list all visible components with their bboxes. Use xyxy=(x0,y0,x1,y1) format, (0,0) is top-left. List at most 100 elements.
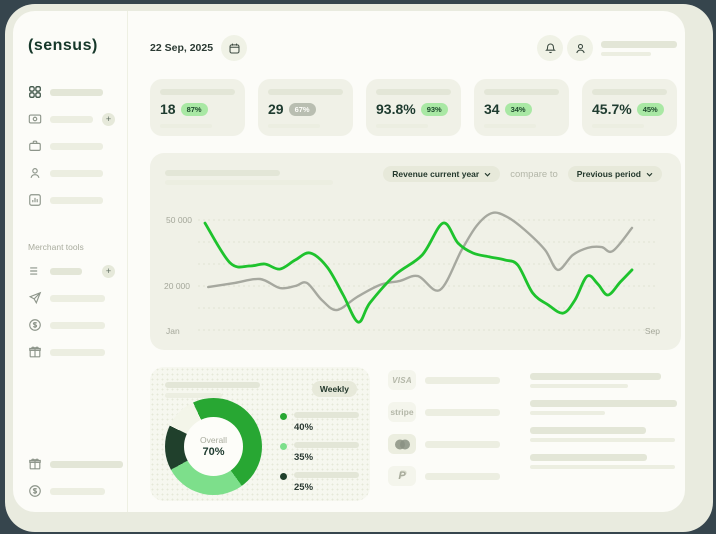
sidebar-item-rewards[interactable] xyxy=(28,345,127,359)
sidebar-item-billing[interactable] xyxy=(28,484,127,498)
stripe-logo: stripe xyxy=(388,402,416,422)
chart-title-placeholder xyxy=(165,170,333,185)
sidebar-item-dashboard[interactable] xyxy=(28,85,127,99)
kpi-row: 18 87% 29 67% 93.8% 93% 34 34% 45.7% 45% xyxy=(150,79,681,136)
donut-chart: Overall 70% xyxy=(165,398,262,495)
send-icon xyxy=(28,291,42,305)
nav-label-placeholder xyxy=(50,142,103,150)
gift-icon xyxy=(29,458,41,470)
mastercard-circles-icon xyxy=(388,434,416,454)
calendar-icon xyxy=(229,43,240,53)
kpi-card: 29 67% xyxy=(258,79,353,136)
legend-item: 25% xyxy=(280,472,359,493)
nav-label-placeholder xyxy=(50,460,123,468)
legend-item: 35% xyxy=(280,442,359,463)
kpi-title-placeholder xyxy=(160,89,235,95)
list-icon xyxy=(30,267,38,275)
chart-controls: Revenue current year compare to Previous… xyxy=(383,166,662,182)
sidebar-item-promotions[interactable] xyxy=(28,457,127,471)
card-icon xyxy=(28,114,42,124)
series-select[interactable]: Revenue current year xyxy=(383,166,501,182)
sidebar-item-analytics[interactable] xyxy=(28,193,127,207)
nav-label-placeholder xyxy=(50,115,93,123)
kpi-sub-placeholder xyxy=(592,124,644,128)
kpi-value: 34 xyxy=(484,101,500,117)
y-axis-tick-20000: 20 000 xyxy=(164,281,190,291)
x-axis-label-sep: Sep xyxy=(644,326,660,336)
dollar-circle-icon xyxy=(29,319,41,331)
kpi-card: 93.8% 93% xyxy=(366,79,461,136)
kpi-value: 29 xyxy=(268,101,284,117)
compare-to-label: compare to xyxy=(510,168,558,180)
payment-methods-list: VISA stripe P xyxy=(388,367,500,501)
payment-row-mastercard[interactable] xyxy=(388,434,500,454)
stat-pair xyxy=(530,454,677,469)
current-date: 22 Sep, 2025 xyxy=(150,42,214,54)
nav-label-placeholder xyxy=(50,321,105,329)
sidebar-item-cards[interactable]: + xyxy=(28,112,127,126)
stat-pair xyxy=(530,427,677,442)
sidebar-item-business[interactable] xyxy=(28,139,127,153)
kpi-title-placeholder xyxy=(592,89,667,95)
nav-label-placeholder xyxy=(50,348,105,356)
weekly-period-button[interactable]: Weekly xyxy=(311,381,357,397)
legend-pct: 25% xyxy=(294,482,314,493)
account-button[interactable] xyxy=(567,35,593,61)
payment-row-stripe[interactable]: stripe xyxy=(388,402,500,422)
sidebar-item-customers[interactable] xyxy=(28,166,127,180)
sidebar-item-transfers[interactable] xyxy=(28,291,127,305)
kpi-card: 18 87% xyxy=(150,79,245,136)
user-icon xyxy=(30,168,40,178)
account-name-placeholder xyxy=(601,40,677,56)
period-select[interactable]: Previous period xyxy=(567,166,662,182)
profile-area xyxy=(537,35,677,61)
dollar-circle-icon xyxy=(29,485,41,497)
sidebar: (sensus) + Merchant tools + xyxy=(13,11,128,512)
main-content: 22 Sep, 2025 18 87% xyxy=(128,11,685,512)
kpi-badge: 67% xyxy=(288,102,316,116)
briefcase-icon xyxy=(29,140,41,151)
x-axis-label-jan: Jan xyxy=(166,326,180,336)
sensus-logo: (sensus) xyxy=(28,37,98,54)
kpi-sub-placeholder xyxy=(160,124,212,128)
kpi-card: 34 34% xyxy=(474,79,569,136)
calendar-button[interactable] xyxy=(221,35,248,61)
legend-pct: 35% xyxy=(294,452,314,463)
nav-label-placeholder xyxy=(50,487,105,495)
legend-dot xyxy=(280,413,287,420)
bar-chart-icon xyxy=(29,194,41,206)
kpi-badge: 34% xyxy=(504,102,532,116)
chevron-down-icon xyxy=(646,172,653,177)
user-icon xyxy=(575,43,585,53)
kpi-badge: 45% xyxy=(636,102,664,116)
bell-icon xyxy=(544,43,556,53)
sidebar-item-payouts[interactable] xyxy=(28,318,127,332)
donut-center-label: Overall xyxy=(200,435,227,445)
payment-label-placeholder xyxy=(425,440,500,448)
add-card-button[interactable]: + xyxy=(102,112,115,126)
legend-pct: 40% xyxy=(294,422,314,433)
kpi-title-placeholder xyxy=(484,89,559,95)
previous-period-line xyxy=(207,211,634,312)
payment-label-placeholder xyxy=(425,408,500,416)
gift-icon xyxy=(29,346,41,358)
kpi-sub-placeholder xyxy=(484,124,536,128)
kpi-value: 18 xyxy=(160,101,176,117)
nav-label-placeholder xyxy=(50,169,103,177)
app-window: (sensus) + Merchant tools + xyxy=(13,11,685,512)
notifications-button[interactable] xyxy=(537,35,563,61)
payment-row-visa[interactable]: VISA xyxy=(388,370,500,390)
summary-stats-column xyxy=(530,367,677,501)
payment-label-placeholder xyxy=(425,472,500,480)
kpi-value: 93.8% xyxy=(376,101,416,117)
kpi-badge: 93% xyxy=(420,102,448,116)
sidebar-item-orders[interactable]: + xyxy=(28,264,127,278)
payment-row-paypal[interactable]: P xyxy=(388,466,500,486)
add-order-button[interactable]: + xyxy=(102,264,115,278)
revenue-chart-card: Revenue current year compare to Previous… xyxy=(150,153,681,350)
kpi-card: 45.7% 45% xyxy=(582,79,677,136)
kpi-value: 45.7% xyxy=(592,101,632,117)
donut-center: Overall 70% xyxy=(184,417,243,476)
nav-label-placeholder xyxy=(50,294,105,302)
kpi-title-placeholder xyxy=(268,89,343,95)
